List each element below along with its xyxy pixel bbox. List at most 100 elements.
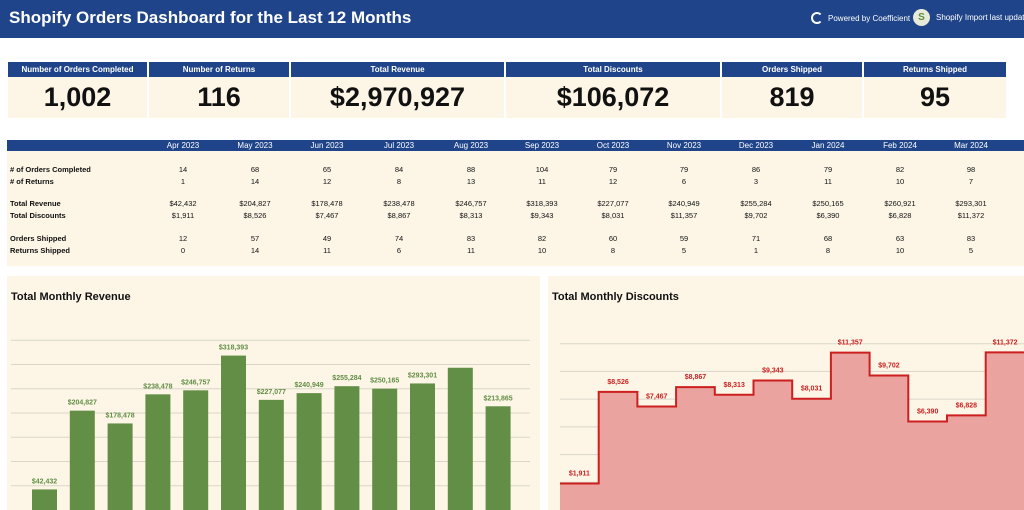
table-cell: 6	[396, 246, 402, 255]
kpi-label: Number of Orders Completed	[8, 62, 147, 77]
table-cell: 74	[394, 234, 404, 243]
table-cell: $238,478	[383, 199, 415, 208]
month-header: Dec 2023	[738, 141, 774, 150]
kpi-label: Returns Shipped	[864, 62, 1006, 77]
page-title: Shopify Orders Dashboard for the Last 12…	[9, 8, 412, 27]
revenue-bar	[107, 423, 133, 510]
kpi-value: 95	[864, 77, 1006, 118]
table-cell: $7,467	[315, 211, 339, 220]
dashboard-header: Shopify Orders Dashboard for the Last 12…	[0, 0, 1024, 38]
table-cell: $8,867	[387, 211, 411, 220]
kpi-value: 819	[722, 77, 862, 118]
table-cell: 12	[178, 234, 188, 243]
row-label: Orders Shipped	[10, 234, 67, 243]
table-cell: 59	[679, 234, 689, 243]
discount-step-line	[560, 351, 1024, 485]
table-cell: 10	[895, 177, 905, 186]
table-cell: 1	[753, 246, 759, 255]
table-cell: 14	[250, 246, 260, 255]
revenue-bar	[410, 383, 435, 510]
revenue-data-label: $255,284	[332, 375, 361, 382]
discount-data-label: $11,372	[993, 339, 1018, 346]
month-header: Jun 2023	[310, 141, 344, 150]
table-cell: $8,031	[601, 211, 625, 220]
table-cell: $6,828	[888, 211, 912, 220]
table-cell: 5	[968, 246, 974, 255]
month-header: May 2023	[237, 141, 273, 150]
table-cell: 12	[608, 177, 618, 186]
revenue-data-label: $293,301	[408, 372, 437, 379]
table-cell: 13	[466, 177, 476, 186]
table-cell: $318,393	[526, 199, 558, 208]
month-header: Oct 2023	[596, 141, 630, 150]
table-cell: 11	[467, 246, 475, 255]
table-cell: $178,478	[311, 199, 343, 208]
month-header: Nov 2023	[666, 141, 702, 150]
table-cell: $246,757	[455, 199, 487, 208]
table-cell: 57	[250, 234, 260, 243]
table-cell: $227,077	[597, 199, 629, 208]
discount-data-label: $6,390	[917, 408, 939, 415]
kpi-value: 1,002	[8, 77, 147, 118]
kpi-total-discounts: Total Discounts $106,072	[506, 62, 720, 118]
revenue-data-label: $213,865	[483, 395, 512, 402]
discount-data-label: $8,031	[801, 386, 823, 393]
kpi-label: Orders Shipped	[722, 62, 862, 77]
revenue-bar	[296, 393, 322, 510]
revenue-chart-panel: Total Monthly Revenue $42,432 $204,827 $17…	[7, 276, 540, 510]
monthly-summary-table: Apr 2023 May 2023 Jun 2023 Jul 2023 Aug 2023…	[7, 140, 1024, 266]
kpi-label: Total Revenue	[291, 62, 504, 77]
kpi-label: Total Discounts	[506, 62, 720, 77]
kpi-orders-shipped: Orders Shipped 819	[722, 62, 862, 118]
revenue-bar	[372, 388, 398, 510]
discounts-chart-panel: Total Monthly Discounts $1,911 $8,526 $7,4…	[548, 276, 1024, 510]
coefficient-logo-icon	[811, 12, 823, 24]
table-cell: 79	[608, 165, 618, 174]
discount-data-label: $8,867	[685, 374, 707, 381]
table-cell: 5	[681, 246, 687, 255]
table-cell: 0	[180, 246, 186, 255]
revenue-bar	[258, 399, 284, 510]
kpi-returns-shipped: Returns Shipped 95	[864, 62, 1006, 118]
month-header: Mar 2024	[954, 141, 988, 150]
revenue-data-label: $246,757	[181, 379, 210, 386]
revenue-bar	[69, 410, 95, 510]
table-cell: 7	[968, 177, 974, 186]
discount-data-label: $6,828	[956, 402, 978, 409]
kpi-returns: Number of Returns 116	[149, 62, 289, 118]
revenue-data-label: $178,478	[105, 412, 134, 419]
table-cell: 68	[823, 234, 833, 243]
discount-area	[560, 352, 1024, 510]
table-cell: 79	[679, 165, 689, 174]
table-cell: 71	[751, 234, 761, 243]
table-cell: 3	[753, 177, 759, 186]
table-cell: 10	[537, 246, 547, 255]
table-cell: 88	[466, 165, 476, 174]
shopify-bag-icon: S	[913, 9, 930, 26]
import-status[interactable]: S Shopify Import last update	[913, 9, 1024, 26]
discount-data-label: $8,313	[723, 382, 745, 389]
discount-data-label: $8,526	[607, 379, 629, 386]
kpi-value: $2,970,927	[291, 77, 504, 118]
table-cell: 83	[966, 234, 976, 243]
revenue-bar	[32, 489, 57, 510]
table-cell: $9,702	[744, 211, 768, 220]
table-cell: 14	[178, 165, 188, 174]
table-cell: 63	[895, 234, 905, 243]
table-cell: 79	[823, 165, 833, 174]
month-header: Jan 2024	[811, 141, 845, 150]
table-header: Apr 2023 May 2023 Jun 2023 Jul 2023 Aug 2023…	[7, 140, 1024, 151]
row-label: # of Returns	[10, 177, 54, 186]
kpi-total-revenue: Total Revenue $2,970,927	[291, 62, 504, 118]
table-cell: $8,313	[459, 211, 483, 220]
revenue-bar	[145, 394, 171, 510]
kpi-orders-completed: Number of Orders Completed 1,002	[8, 62, 147, 118]
powered-by[interactable]: Powered by Coefficient	[811, 12, 910, 24]
revenue-data-label: $240,949	[294, 382, 323, 389]
month-header: Sep 2023	[524, 141, 560, 150]
revenue-bar	[447, 367, 473, 510]
table-cell: $255,284	[740, 199, 772, 208]
discount-data-label: $9,343	[762, 368, 784, 375]
table-cell: 83	[466, 234, 476, 243]
table-cell: $1,911	[171, 211, 195, 220]
